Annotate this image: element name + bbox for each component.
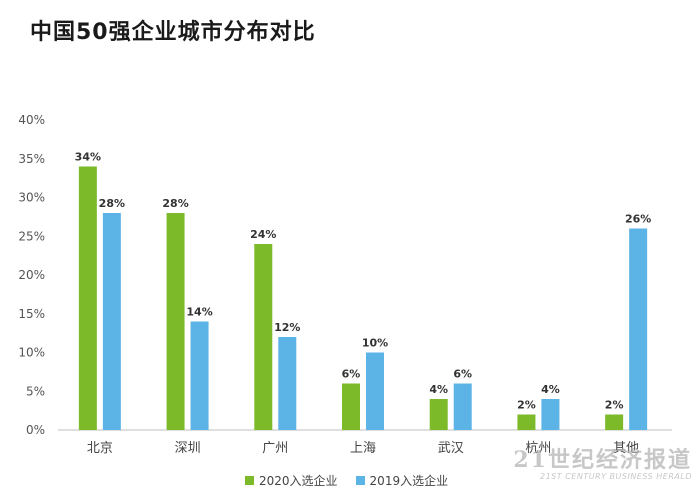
bar-2019 xyxy=(541,399,560,430)
y-tick-label: 20% xyxy=(18,268,45,282)
x-tick-label: 北京 xyxy=(87,441,113,456)
bar-2019 xyxy=(102,213,121,430)
watermark: 21世纪经济报道 21ST CENTURY BUSINESS HERALD xyxy=(513,442,692,481)
data-label: 12% xyxy=(274,321,300,334)
data-label: 2% xyxy=(605,399,624,412)
legend-item-2020: 2020入选企业 xyxy=(245,472,338,489)
legend-item-2019: 2019入选企业 xyxy=(355,472,449,489)
bar-2019 xyxy=(629,228,648,430)
bar-2020 xyxy=(517,414,536,430)
bar-2020 xyxy=(254,244,273,430)
data-label: 10% xyxy=(362,337,388,350)
y-tick-label: 0% xyxy=(26,423,45,437)
data-label: 6% xyxy=(342,368,361,381)
legend-swatch-2019 xyxy=(355,476,365,485)
x-tick-label: 广州 xyxy=(262,441,288,456)
bar-2019 xyxy=(453,383,472,430)
bar-2020 xyxy=(78,166,97,430)
bar-2019 xyxy=(278,337,297,430)
y-tick-label: 15% xyxy=(18,307,45,321)
data-label: 4% xyxy=(429,383,448,396)
data-label: 2% xyxy=(517,399,536,412)
chart-title: 中国50强企业城市分布对比 xyxy=(30,20,316,45)
bar-2020 xyxy=(605,414,624,430)
watermark-sub: 21ST CENTURY BUSINESS HERALD xyxy=(540,472,692,481)
y-tick-label: 40% xyxy=(18,113,45,127)
y-tick-label: 25% xyxy=(18,229,45,243)
legend-swatch-2020 xyxy=(245,476,254,485)
data-label: 24% xyxy=(250,228,276,241)
data-label: 14% xyxy=(186,306,212,319)
data-label: 28% xyxy=(162,197,188,210)
bar-2020 xyxy=(342,383,360,430)
bar-2020 xyxy=(429,399,448,430)
data-label: 28% xyxy=(99,197,125,210)
watermark-main: 21世纪经济报道 xyxy=(513,447,692,473)
data-label: 26% xyxy=(625,213,651,226)
chart-legend: 2020入选企业 2019入选企业 xyxy=(245,472,448,489)
legend-label-2020: 2020入选企业 xyxy=(259,474,338,488)
bar-2019 xyxy=(366,352,384,430)
data-label: 34% xyxy=(75,151,101,164)
x-tick-label: 深圳 xyxy=(175,441,201,456)
data-label: 6% xyxy=(453,368,472,381)
y-tick-label: 35% xyxy=(18,152,45,166)
y-tick-label: 30% xyxy=(18,191,45,205)
y-tick-label: 5% xyxy=(26,384,45,398)
x-tick-label: 武汉 xyxy=(438,441,464,456)
x-tick-label: 杭州 xyxy=(525,441,551,456)
bar-2020 xyxy=(166,213,185,430)
x-tick-label: 上海 xyxy=(350,441,376,456)
x-tick-label: 其他 xyxy=(613,441,639,456)
bar-2019 xyxy=(190,321,209,430)
data-label: 4% xyxy=(541,383,560,396)
legend-label-2019: 2019入选企业 xyxy=(369,474,449,488)
y-tick-label: 10% xyxy=(18,346,45,360)
